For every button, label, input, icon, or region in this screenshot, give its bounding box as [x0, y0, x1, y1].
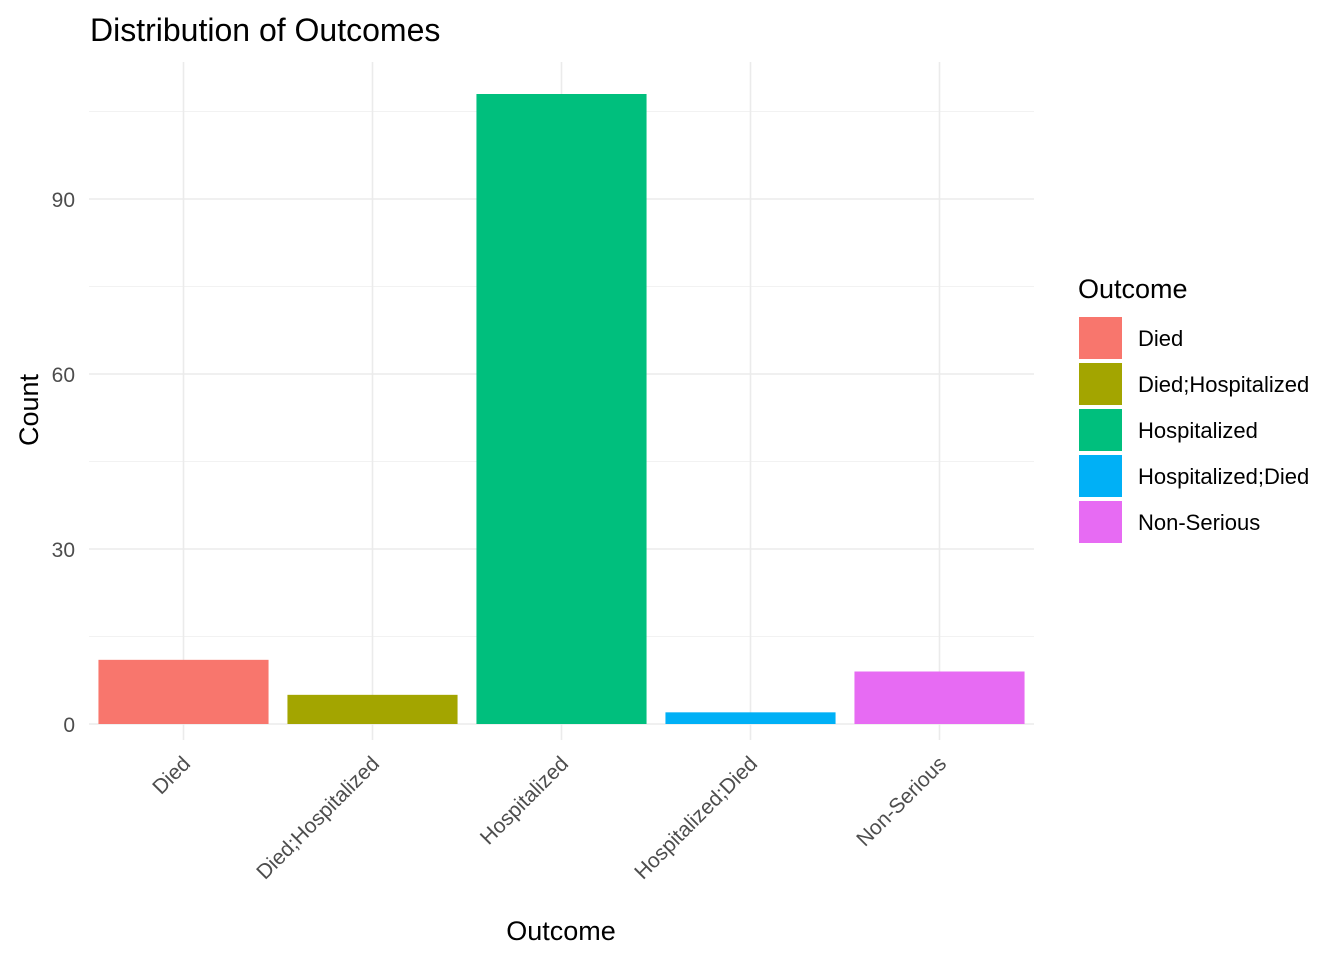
y-axis-title: Count [14, 373, 44, 446]
bar-died-hospitalized [287, 694, 458, 724]
y-tick-label: 60 [52, 364, 75, 387]
bars [98, 94, 1025, 724]
x-tick-label: Non-Serious [852, 752, 951, 851]
y-tick-label: 30 [52, 539, 75, 562]
legend-key [1079, 455, 1122, 497]
bar-hospitalized [476, 94, 647, 724]
legend-key [1079, 363, 1122, 405]
bar-died [98, 659, 269, 724]
y-tick-label: 0 [63, 714, 75, 737]
x-axis-title: Outcome [506, 916, 616, 946]
bar-hospitalized-died [665, 712, 836, 724]
bar-non-serious [854, 671, 1025, 724]
x-tick-label: Hospitalized [476, 752, 573, 849]
legend-label: Hospitalized [1138, 418, 1258, 443]
x-tick-label: Hospitalized;Died [630, 752, 762, 884]
x-tick-label: Died [148, 752, 195, 799]
x-axis-ticks: Died Died;Hospitalized Hospitalized Hospita… [148, 752, 951, 884]
legend: Outcome Died Died;Hospitalized Hospitalize… [1078, 274, 1309, 543]
legend-key [1079, 501, 1122, 543]
y-tick-label: 90 [52, 189, 75, 212]
legend-label: Hospitalized;Died [1138, 464, 1309, 489]
legend-key [1079, 317, 1122, 359]
legend-label: Non-Serious [1138, 510, 1260, 535]
x-tick-label: Died;Hospitalized [252, 752, 384, 884]
y-axis-ticks: 0 30 60 90 [52, 189, 75, 737]
legend-label: Died [1138, 326, 1183, 351]
legend-label: Died;Hospitalized [1138, 372, 1309, 397]
legend-key [1079, 409, 1122, 451]
legend-title: Outcome [1078, 274, 1188, 304]
chart-title: Distribution of Outcomes [90, 12, 440, 48]
